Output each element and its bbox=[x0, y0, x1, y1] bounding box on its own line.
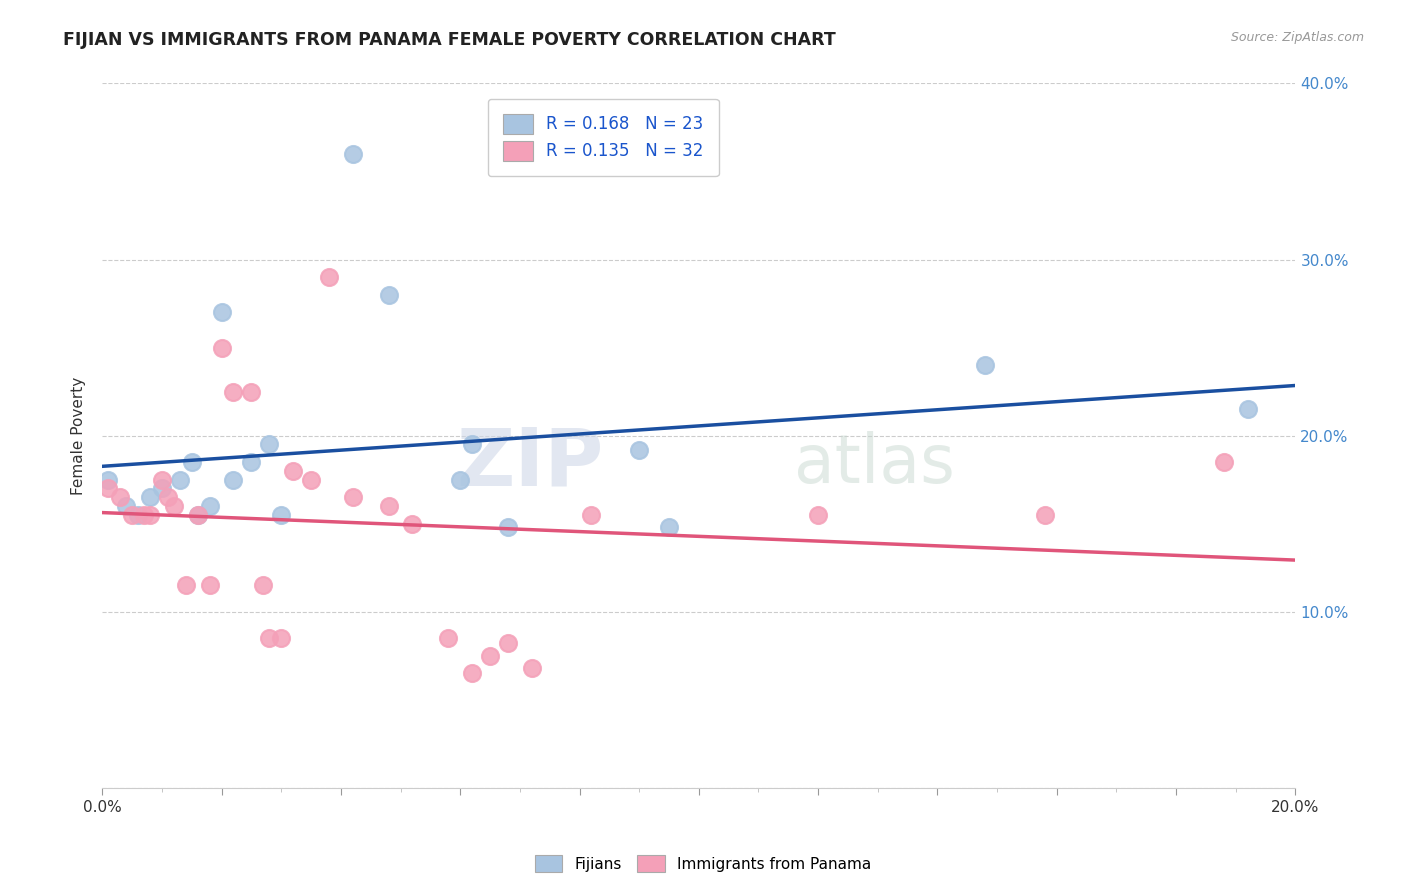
Point bbox=[121, 508, 143, 522]
Point bbox=[132, 508, 155, 522]
Point bbox=[318, 270, 340, 285]
Point bbox=[281, 464, 304, 478]
Point bbox=[461, 666, 484, 681]
Point bbox=[169, 473, 191, 487]
Point bbox=[299, 473, 322, 487]
Point bbox=[479, 648, 502, 663]
Point bbox=[1236, 402, 1258, 417]
Point bbox=[1212, 455, 1234, 469]
Point bbox=[211, 341, 233, 355]
Point bbox=[222, 473, 245, 487]
Point bbox=[461, 437, 484, 451]
Point bbox=[240, 384, 263, 399]
Point bbox=[437, 631, 460, 645]
Point bbox=[520, 661, 543, 675]
Point bbox=[97, 473, 120, 487]
Point bbox=[401, 516, 423, 531]
Point bbox=[180, 455, 202, 469]
Point bbox=[974, 358, 997, 372]
Legend: Fijians, Immigrants from Panama: Fijians, Immigrants from Panama bbox=[527, 847, 879, 880]
Point bbox=[222, 384, 245, 399]
Point bbox=[377, 287, 399, 301]
Point bbox=[139, 508, 162, 522]
Point bbox=[342, 147, 364, 161]
Text: ZIP: ZIP bbox=[456, 425, 603, 503]
Point bbox=[187, 508, 209, 522]
Y-axis label: Female Poverty: Female Poverty bbox=[72, 376, 86, 495]
Point bbox=[115, 499, 138, 513]
Point bbox=[198, 499, 221, 513]
Point bbox=[1033, 508, 1056, 522]
Point bbox=[581, 508, 603, 522]
Point bbox=[240, 455, 263, 469]
Point bbox=[259, 437, 281, 451]
Point bbox=[270, 631, 292, 645]
Point bbox=[342, 490, 364, 504]
Point bbox=[377, 499, 399, 513]
Point bbox=[270, 508, 292, 522]
Point bbox=[174, 578, 197, 592]
Point bbox=[108, 490, 131, 504]
Point bbox=[156, 490, 179, 504]
Point bbox=[252, 578, 274, 592]
Point bbox=[211, 305, 233, 319]
Point bbox=[259, 631, 281, 645]
Point bbox=[139, 490, 162, 504]
Point bbox=[807, 508, 830, 522]
Point bbox=[150, 473, 173, 487]
Point bbox=[449, 473, 471, 487]
Point bbox=[163, 499, 186, 513]
Point bbox=[187, 508, 209, 522]
Point bbox=[198, 578, 221, 592]
Legend: R = 0.168   N = 23, R = 0.135   N = 32: R = 0.168 N = 23, R = 0.135 N = 32 bbox=[488, 99, 718, 176]
Point bbox=[658, 520, 681, 534]
Text: FIJIAN VS IMMIGRANTS FROM PANAMA FEMALE POVERTY CORRELATION CHART: FIJIAN VS IMMIGRANTS FROM PANAMA FEMALE … bbox=[63, 31, 837, 49]
Text: atlas: atlas bbox=[794, 431, 955, 497]
Text: Source: ZipAtlas.com: Source: ZipAtlas.com bbox=[1230, 31, 1364, 45]
Point bbox=[97, 482, 120, 496]
Point bbox=[628, 442, 651, 457]
Point bbox=[127, 508, 149, 522]
Point bbox=[496, 520, 519, 534]
Point bbox=[150, 482, 173, 496]
Point bbox=[496, 636, 519, 650]
